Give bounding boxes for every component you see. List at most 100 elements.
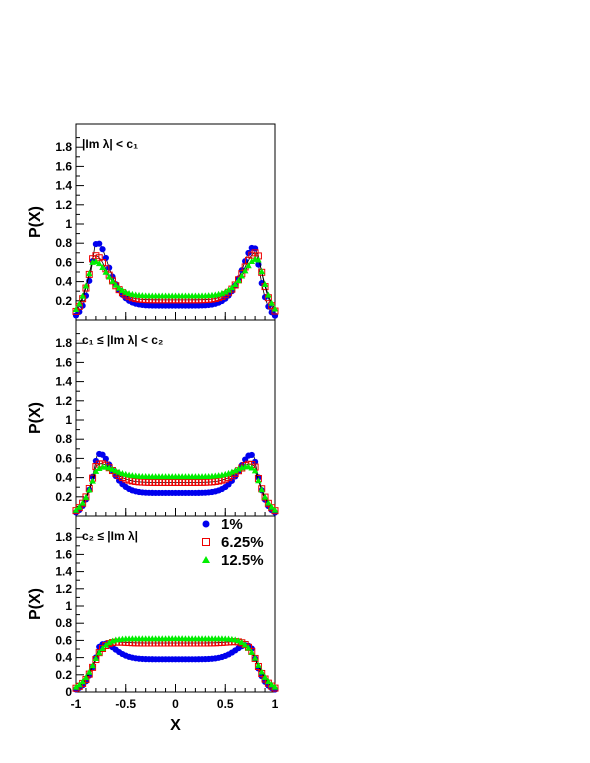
y-tick-label: 1.6 [55,547,72,561]
data-point [72,305,80,312]
legend-label: 1% [221,516,243,533]
series-line [75,466,276,511]
data-point [221,288,229,295]
data-point [109,277,116,284]
legend-label: 12.5% [221,552,264,569]
y-tick-label: 1 [65,413,72,427]
data-point [248,464,256,471]
data-point [225,286,232,293]
x-axis-title: X [170,717,181,734]
plot-frame [75,319,276,517]
data-point [85,270,93,277]
series-green [72,635,279,690]
panel-label: c₁ ≤ |Im λ| < c₂ [82,333,163,347]
data-point [82,282,90,289]
data-point [99,246,106,253]
data-point [231,281,239,288]
y-axis-title: P(X) [27,402,44,434]
data-point [235,637,242,644]
data-point [228,284,236,291]
y-tick-label: 1.4 [55,375,72,389]
y-tick-label: 1 [65,217,72,231]
data-point [105,273,113,280]
x-tick-label: 0 [172,697,179,711]
legend-marker [202,556,210,563]
data-point [112,281,120,288]
data-point [261,281,269,288]
data-point [271,305,279,312]
data-point [245,262,252,269]
data-point [238,638,246,645]
data-point [115,284,123,291]
data-point [231,467,239,474]
y-tick-label: 1.6 [55,355,72,369]
data-point [96,240,103,247]
y-tick-label: 0.6 [55,255,72,269]
data-point [248,451,255,459]
x-tick-label: -1 [71,697,82,711]
data-point [119,286,126,293]
y-tick-label: 0.2 [55,668,72,682]
y-tick-label: 1.6 [55,159,72,173]
data-point [251,467,259,474]
data-point [238,272,246,279]
y-tick-label: 0.6 [55,633,72,647]
data-point [268,299,275,306]
data-point [76,300,83,307]
data-point [79,292,86,299]
data-point [105,639,113,646]
data-point [248,258,256,265]
y-tick-label: 0.6 [55,451,72,465]
plot-frame [75,123,276,321]
y-tick-label: 1 [65,599,72,613]
data-point [82,493,90,500]
x-tick-label: 1 [272,697,279,711]
y-tick-label: 0 [65,685,72,699]
series-blue [72,240,279,319]
data-point [255,477,262,484]
y-tick-label: 0.4 [55,275,72,289]
legend-marker [202,538,210,546]
data-point [265,499,272,506]
y-tick-label: 0.2 [55,294,72,308]
series-green [72,255,279,312]
data-point [92,467,100,474]
data-point [255,256,262,263]
data-point [82,674,90,681]
data-point [252,245,259,252]
y-tick-label: 1.4 [55,565,72,579]
y-tick-label: 1.8 [55,336,72,350]
chart-panel-3: 0 0.2 0.4 0.6 0.8 1 1.2 1.4 1.6 1.8 -1 -0.5 0 0.5 1 P(X… [27,515,279,734]
data-point [79,499,86,506]
y-tick-label: 1.2 [55,394,72,408]
y-tick-label: 1.8 [55,140,72,154]
data-point [92,655,100,662]
data-point [248,648,256,655]
y-tick-label: 1.2 [55,198,72,212]
chart-panel-2: 0.2 0.4 0.6 0.8 1 1.2 1.4 1.6 1.8 P(X) c₁ ≤ |Im λ|… [27,319,279,517]
y-tick-label: 1.8 [55,530,72,544]
data-point [95,649,103,656]
data-point [85,486,93,493]
chart-panel-1: 0.2 0.4 0.6 0.8 1 1.2 1.4 1.6 1.8 P(X) |Im λ| < c₁ [27,123,279,321]
legend-marker [202,520,210,528]
y-axis-title: P(X) [27,206,44,238]
data-point [85,668,93,675]
y-tick-label: 0.8 [55,616,72,630]
data-point [102,268,110,275]
data-point [265,291,272,298]
data-point [261,493,269,500]
data-point [102,641,110,648]
legend: 1%6.25%12.5% [202,516,264,569]
y-tick-label: 0.8 [55,432,72,446]
data-point [251,654,259,661]
data-point [265,678,272,685]
y-tick-label: 0.4 [55,471,72,485]
data-point [258,268,266,275]
data-point [79,678,86,685]
data-point [76,503,83,510]
data-point [99,263,106,270]
data-point [268,503,275,510]
y-axis-title: P(X) [27,588,44,620]
